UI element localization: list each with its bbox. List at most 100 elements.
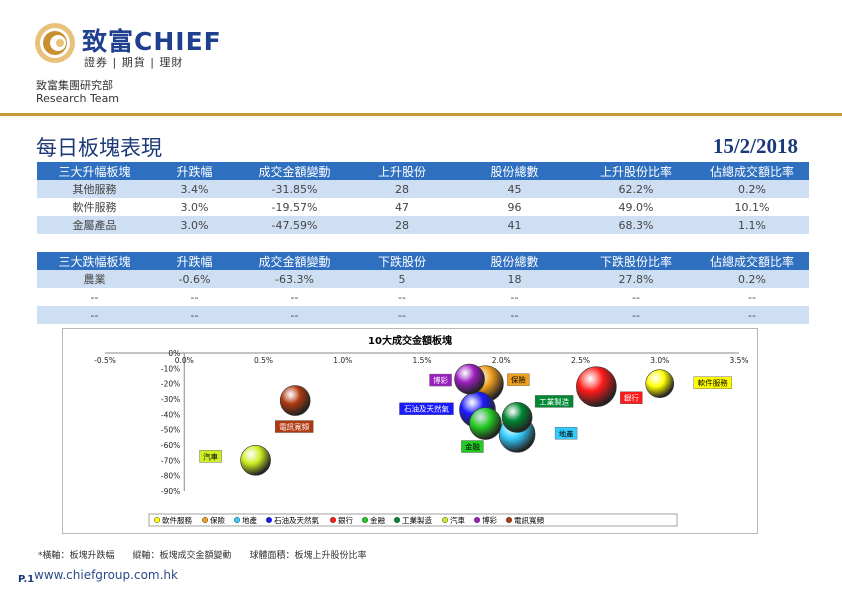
table-header-row: 三大跌幅板塊 升跌幅 成交金額變動 下跌股份 股份總數 下跌股份比率 佔總成交額… (37, 252, 809, 270)
legend-marker-6 (394, 516, 401, 523)
legend-label-1: 保險 (210, 515, 225, 525)
x-tick-label: 2.5% (571, 356, 590, 365)
bubble-label-7: 汽車 (203, 451, 218, 461)
table-cell: -- (695, 306, 809, 324)
legend-marker-7 (442, 516, 449, 523)
table-cell: -- (577, 306, 695, 324)
table-cell: 5 (352, 270, 452, 288)
table-cell: -- (90, 290, 99, 304)
table-row: 農業 -0.6% -63.3% 5 18 27.8% 0.2% (37, 270, 809, 288)
department-cn: 致富集團研究部 (36, 79, 113, 92)
table-header: 股份總數 (452, 162, 577, 180)
bubble-label-bg-5 (461, 440, 484, 453)
bubble-label-0: 軟件服務 (698, 378, 728, 388)
legend-marker-9 (506, 516, 513, 523)
table-header: 升跌幅 (152, 252, 237, 270)
bubble-0 (645, 369, 675, 398)
bubble-label-bg-3 (399, 402, 454, 415)
table-cell: 45 (452, 180, 577, 198)
department: 致富集團研究部 Research Team (36, 79, 119, 105)
y-tick-label: -80% (161, 472, 180, 481)
bubble-6 (501, 402, 533, 433)
legend-label-8: 博彩 (482, 515, 497, 525)
page-title: 每日板塊表現 (36, 136, 162, 160)
table-cell: -- (632, 290, 640, 304)
table-cell: -- (398, 290, 406, 304)
table-row: 金屬產品 3.0% -47.59% 28 41 68.3% 1.1% (37, 216, 809, 234)
table-row: -- -- -- -- -- -- -- (37, 288, 809, 306)
table-cell: 41 (452, 216, 577, 234)
chief-logo-icon (35, 23, 75, 63)
table-header: 佔總成交額比率 (695, 162, 809, 180)
table-row: 其他服務 3.4% -31.85% 28 45 62.2% 0.2% (37, 180, 809, 198)
legend-box (148, 513, 678, 527)
top-gainers-table: 三大升幅板塊 升跌幅 成交金額變動 上升股份 股份總數 上升股份比率 佔總成交額… (37, 162, 809, 234)
legend-marker-4 (330, 516, 337, 523)
legend-label-5: 金融 (370, 515, 385, 525)
table-cell: 27.8% (577, 270, 695, 288)
x-tick-label: -0.5% (94, 356, 116, 365)
table-cell: -31.85% (237, 180, 352, 198)
table-cell: -47.59% (237, 216, 352, 234)
legend-label-2: 地產 (242, 515, 257, 525)
table-cell: -19.57% (271, 200, 318, 214)
table-cell: 其他服務 (37, 180, 152, 198)
table-cell: -- (37, 306, 152, 324)
bubble-9 (279, 385, 311, 416)
table-cell: 68.3% (577, 216, 695, 234)
x-tick-label: 3.5% (729, 356, 748, 365)
table-header: 佔總成交額比率 (695, 252, 809, 270)
bubble-4 (576, 366, 617, 408)
legend-marker-1 (201, 516, 208, 523)
table-row: 軟件服務 3.0% -19.57% 47 96 49.0% 10.1% (37, 198, 809, 216)
y-tick-label: -10% (161, 364, 180, 373)
x-tick-label: 1.5% (412, 356, 431, 365)
table-header: 三大跌幅板塊 (37, 252, 152, 270)
bubble-label-6: 工業製造 (539, 396, 569, 406)
website-link[interactable]: www.chiefgroup.com.hk (34, 568, 178, 582)
table-cell: 農業 (37, 270, 152, 288)
table-cell: 28 (352, 180, 452, 198)
logo-tagline: 證券 | 期貨 | 理財 (84, 56, 184, 69)
company-logo: 致富CHIEF 證券 | 期貨 | 理財 (34, 22, 264, 72)
table-cell: 18 (452, 270, 577, 288)
table-header: 下跌股份 (352, 252, 452, 270)
table-cell: 28 (352, 216, 452, 234)
table-cell: 3.0% (180, 200, 209, 214)
legend-marker-5 (362, 516, 369, 523)
legend-marker-2 (233, 516, 240, 523)
legend-marker-0 (153, 516, 160, 523)
table-header: 股份總數 (452, 252, 577, 270)
table-header: 成交金額變動 (237, 252, 352, 270)
table-cell: 0.2% (695, 180, 809, 198)
x-tick-label: 0.5% (254, 356, 273, 365)
table-cell: -0.6% (152, 270, 237, 288)
legend-label-3: 石油及天然氣 (274, 515, 319, 525)
table-cell: 0.2% (695, 270, 809, 288)
page-number: P.1 (18, 574, 35, 585)
x-tick-label: 1.0% (333, 356, 352, 365)
bubble-label-8: 博彩 (433, 375, 448, 385)
bubble-label-9: 電訊寬頻 (279, 422, 309, 432)
table-row: -- -- -- -- -- -- -- (37, 306, 809, 324)
bubble-label-bg-2 (554, 427, 578, 440)
x-tick-label: 2.0% (492, 356, 511, 365)
bubble-label-bg-1 (507, 373, 530, 386)
table-cell: 62.2% (577, 180, 695, 198)
legend-label-9: 電訊寬頻 (514, 515, 544, 525)
bubble-label-4: 銀行 (624, 393, 639, 403)
table-cell: -- (352, 306, 452, 324)
legend-marker-8 (474, 516, 481, 523)
table-header: 下跌股份比率 (577, 252, 695, 270)
bubble-chart-svg: 10大成交金額板塊 -0.5% 0.0% 0.5% 1.0% 1.5% 2.0% 2.5% 3.… (94, 334, 749, 527)
top-losers-table: 三大跌幅板塊 升跌幅 成交金額變動 下跌股份 股份總數 下跌股份比率 佔總成交額… (37, 252, 809, 324)
y-tick-label: -50% (161, 426, 180, 435)
bubble-label-3: 石油及天然氣 (404, 404, 449, 414)
table-cell: -63.3% (237, 270, 352, 288)
x-tick-label: 0.0% (175, 356, 194, 365)
chart-title: 10大成交金額板塊 (368, 334, 452, 347)
table-header: 三大升幅板塊 (37, 162, 152, 180)
legend-label-7: 汽車 (450, 515, 465, 525)
table-cell: -- (152, 306, 237, 324)
bubble-label-bg-8 (429, 373, 452, 387)
